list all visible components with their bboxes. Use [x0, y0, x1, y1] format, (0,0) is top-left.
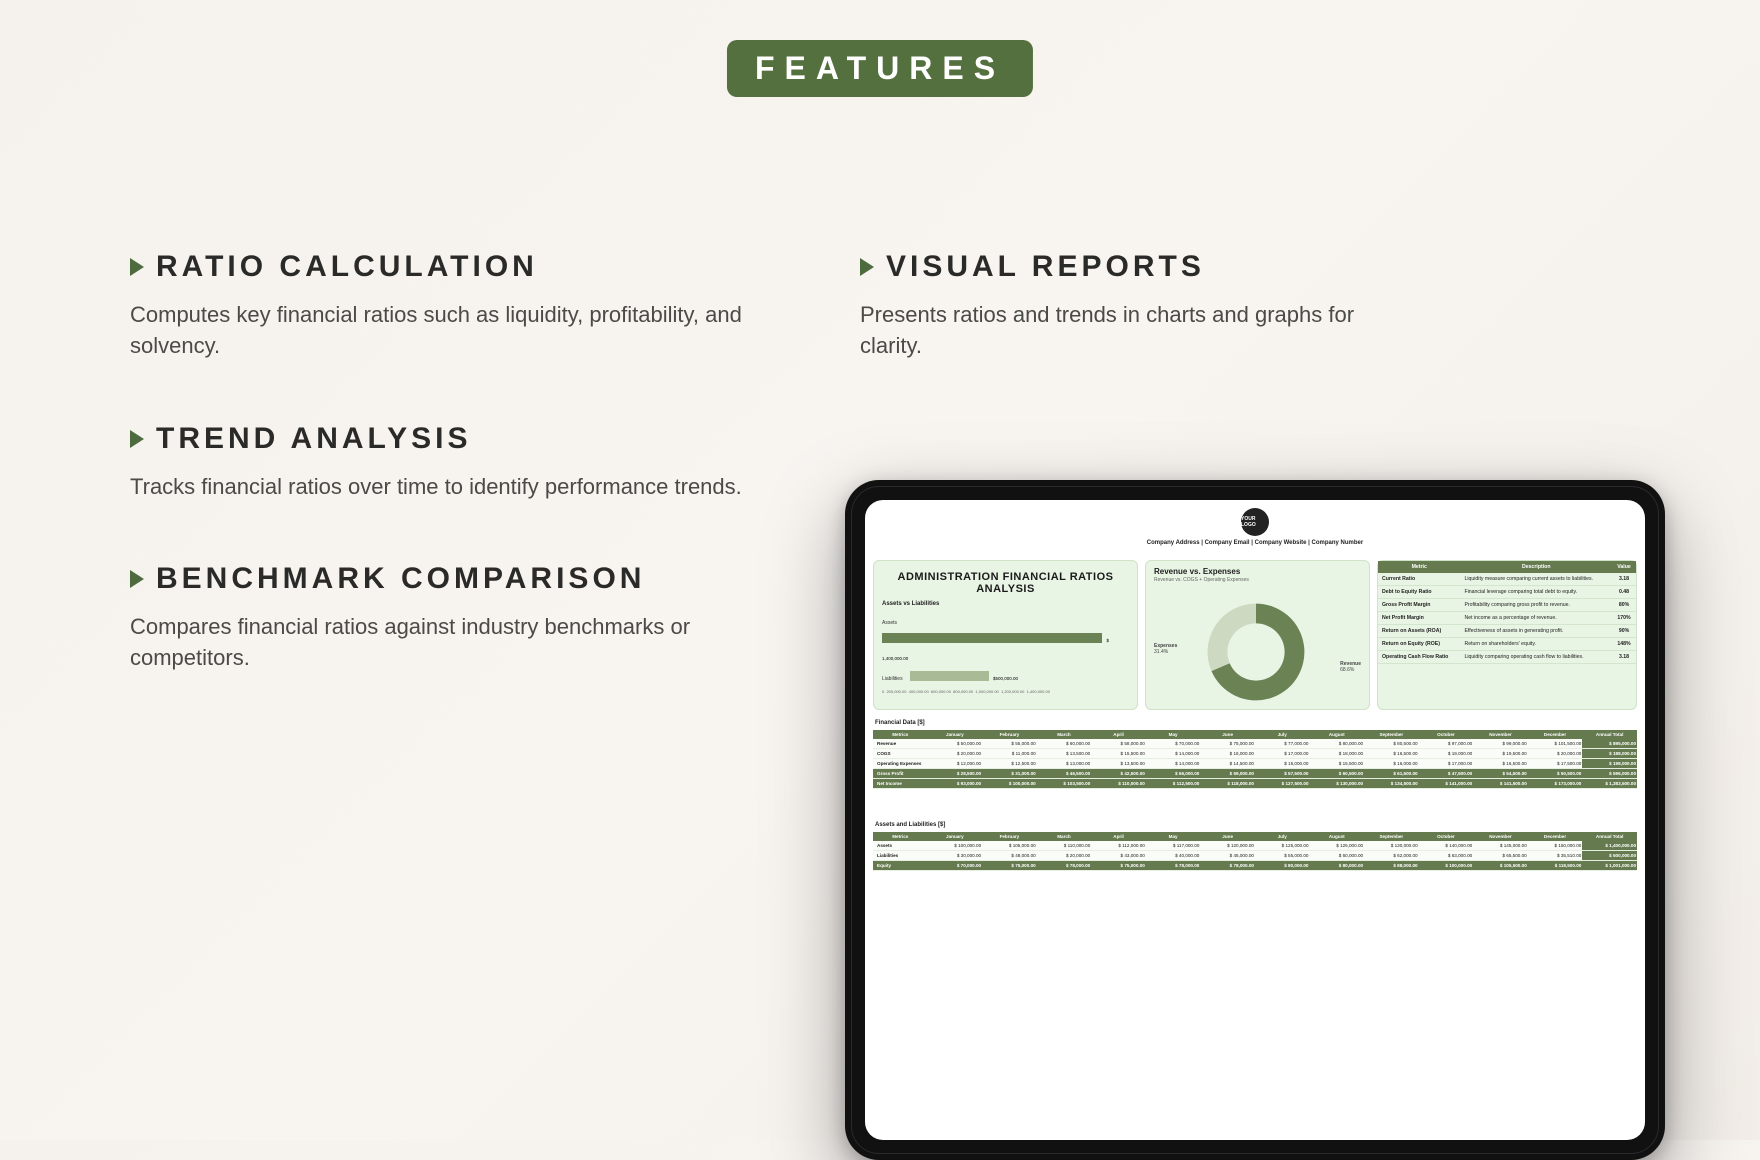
donut-label-expenses: Expenses31.4% — [1154, 643, 1177, 655]
donut-panel: Revenue vs. Expenses Revenue vs. COGS + … — [1145, 560, 1370, 710]
report-title: ADMINISTRATION FINANCIAL RATIOS ANALYSIS — [874, 571, 1137, 595]
feature-benchmark-comparison: BENCHMARK COMPARISON Compares financial … — [130, 562, 750, 674]
feature-desc: Tracks financial ratios over time to ide… — [130, 472, 750, 503]
arrow-icon — [130, 570, 144, 588]
feature-title: RATIO CALCULATION — [156, 250, 538, 284]
arrow-icon — [130, 430, 144, 448]
section-label-assets: Assets and Liabilities [$] — [875, 822, 945, 828]
feature-trend-analysis: TREND ANALYSIS Tracks financial ratios o… — [130, 422, 750, 503]
feature-title: TREND ANALYSIS — [156, 422, 471, 456]
donut-chart — [1201, 597, 1311, 707]
feature-desc: Computes key financial ratios such as li… — [130, 300, 750, 362]
arrow-icon — [130, 258, 144, 276]
hbar-chart: Assets $ 1,400,000.00Liabilities $500,00… — [874, 611, 1137, 685]
title-panel: ADMINISTRATION FINANCIAL RATIOS ANALYSIS… — [873, 560, 1138, 710]
logo-placeholder: YOUR LOGO — [1241, 508, 1269, 536]
feature-title: VISUAL REPORTS — [886, 250, 1205, 284]
tablet-screen: YOUR LOGO Company Address | Company Emai… — [865, 500, 1645, 1140]
donut-label-revenue: Revenue68.6% — [1340, 661, 1361, 673]
assets-liabilities-table: MetricsJanuaryFebruaryMarchAprilMayJuneJ… — [873, 832, 1637, 871]
feature-title: BENCHMARK COMPARISON — [156, 562, 645, 596]
donut-title: Revenue vs. Expenses — [1154, 567, 1361, 576]
donut-subtitle: Revenue vs. COGS + Operating Expenses — [1154, 577, 1361, 583]
financial-data-table: MetricsJanuaryFebruaryMarchAprilMayJuneJ… — [873, 730, 1637, 789]
feature-desc: Compares financial ratios against indust… — [130, 612, 750, 674]
metrics-panel: MetricDescriptionValueCurrent RatioLiqui… — [1377, 560, 1637, 710]
metrics-table: MetricDescriptionValueCurrent RatioLiqui… — [1378, 561, 1636, 664]
feature-desc: Presents ratios and trends in charts and… — [860, 300, 1420, 362]
arrow-icon — [860, 258, 874, 276]
feature-ratio-calculation: RATIO CALCULATION Computes key financial… — [130, 250, 750, 362]
hbar-axis-ticks: 0 200,000.00 400,000.00 600,000.00 800,0… — [882, 689, 1129, 694]
section-label-financial: Financial Data [$] — [875, 720, 925, 726]
company-info-line: Company Address | Company Email | Compan… — [865, 540, 1645, 546]
tablet-mockup: YOUR LOGO Company Address | Company Emai… — [845, 480, 1665, 1160]
feature-visual-reports: VISUAL REPORTS Presents ratios and trend… — [860, 250, 1420, 362]
features-badge: FEATURES — [727, 40, 1033, 97]
hbar-chart-title: Assets vs Liabilities — [882, 601, 1129, 607]
features-left-column: RATIO CALCULATION Computes key financial… — [130, 250, 750, 734]
